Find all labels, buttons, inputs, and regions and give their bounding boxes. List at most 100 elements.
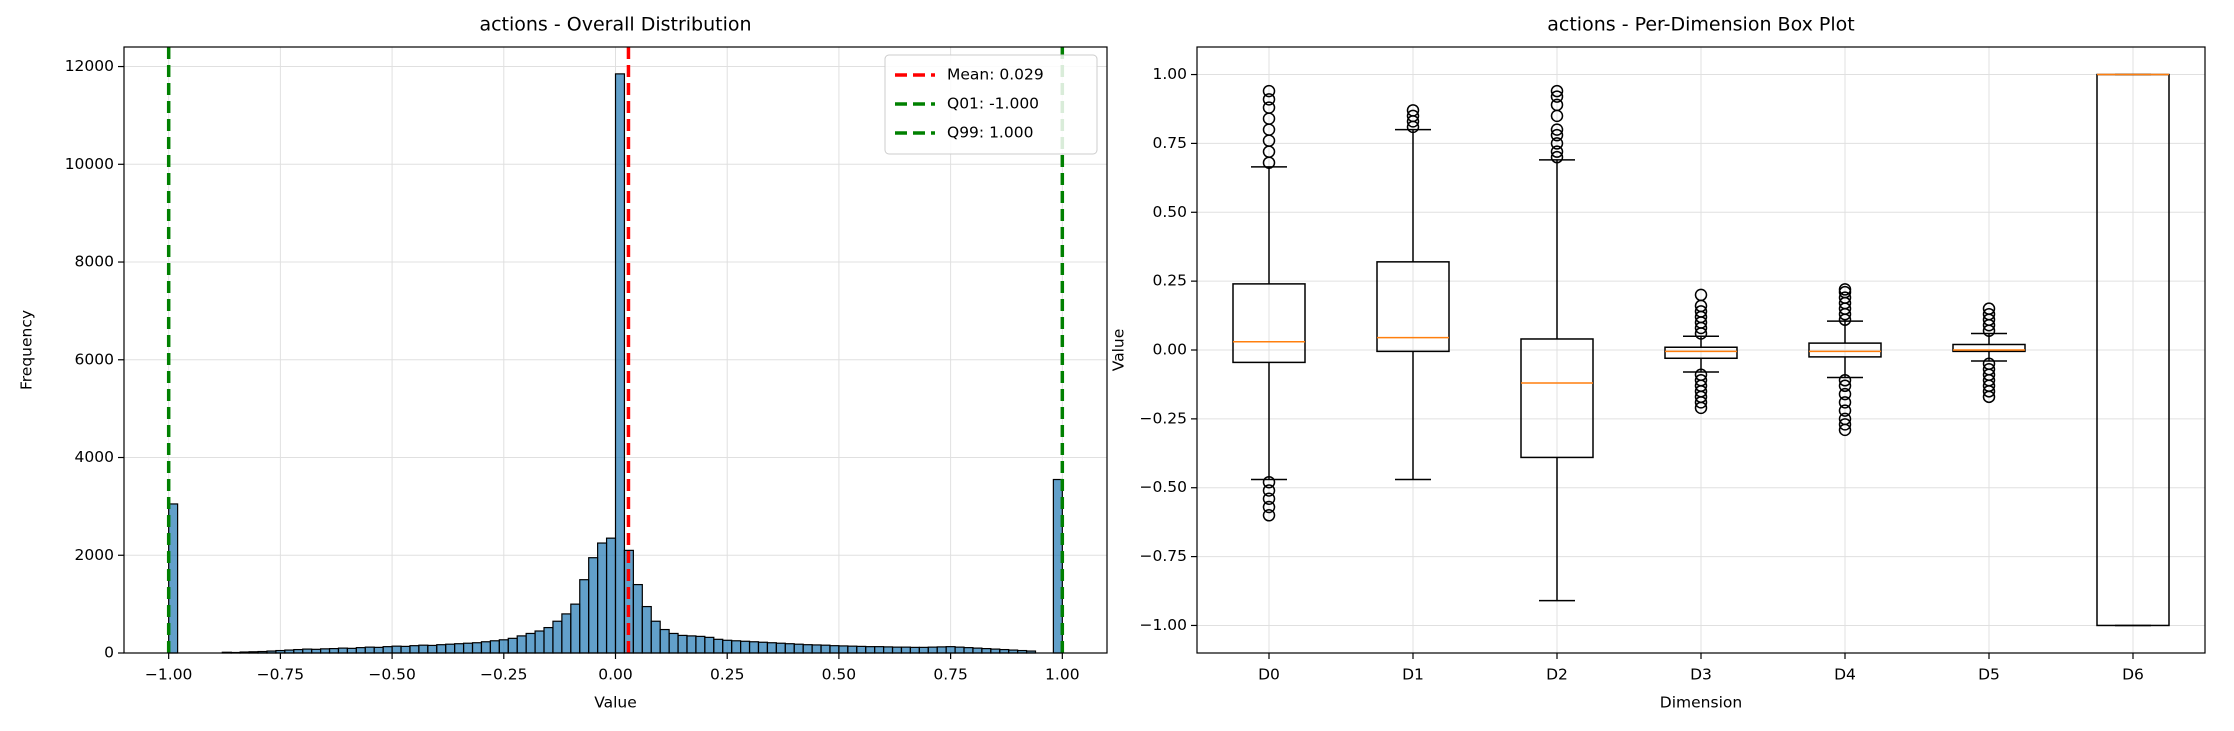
flier bbox=[1550, 128, 1564, 142]
histogram-bar bbox=[936, 646, 947, 654]
y-tick-label: 4000 bbox=[75, 448, 114, 466]
y-tick-label: 8000 bbox=[75, 253, 114, 271]
legend-label: Mean: 0.029 bbox=[947, 66, 1044, 84]
legend-label: Q99: 1.000 bbox=[947, 124, 1033, 142]
histogram-bar bbox=[355, 647, 366, 654]
histogram-bar bbox=[570, 603, 581, 654]
x-tick-label: −0.25 bbox=[480, 666, 528, 684]
x-tick-label: D2 bbox=[1546, 666, 1568, 684]
x-tick-label: D6 bbox=[2122, 666, 2144, 684]
histogram-bar bbox=[972, 647, 983, 654]
y-tick-label: −0.50 bbox=[1140, 478, 1188, 496]
x-tick-label: −0.50 bbox=[368, 666, 416, 684]
histogram-bar bbox=[516, 635, 527, 654]
flier bbox=[1982, 302, 1996, 315]
y-tick-label: 0.00 bbox=[1152, 341, 1187, 359]
flier bbox=[1550, 137, 1564, 150]
histogram-bar bbox=[328, 648, 340, 654]
histogram-bar bbox=[605, 537, 617, 654]
histogram-bar bbox=[722, 639, 733, 654]
box bbox=[1664, 346, 1738, 360]
flier bbox=[1262, 484, 1276, 497]
x-tick-label: 0.00 bbox=[598, 666, 633, 684]
x-tick-label: 0.25 bbox=[710, 666, 745, 684]
flier bbox=[1262, 93, 1276, 106]
histogram-bar bbox=[829, 645, 840, 654]
histogram-bar bbox=[418, 644, 429, 654]
flier bbox=[1694, 305, 1708, 318]
histogram-bar bbox=[784, 643, 795, 654]
histogram-bar bbox=[641, 605, 652, 654]
histogram-bar bbox=[882, 646, 894, 654]
x-tick-label: −1.00 bbox=[145, 666, 193, 684]
histogram-bar bbox=[489, 640, 500, 654]
x-axis-label: Value bbox=[594, 694, 637, 712]
flier bbox=[1838, 374, 1852, 387]
histogram-bar bbox=[579, 579, 590, 654]
histogram-bar bbox=[981, 648, 992, 654]
histogram-bar bbox=[766, 642, 777, 654]
histogram-bar bbox=[498, 639, 509, 654]
histogram-bar bbox=[874, 646, 885, 654]
x-tick-label: 0.50 bbox=[822, 666, 857, 684]
x-tick-label: 0.75 bbox=[933, 666, 968, 684]
box bbox=[1520, 338, 1594, 459]
x-tick-label: D4 bbox=[1834, 666, 1856, 684]
y-tick-label: 2000 bbox=[75, 546, 114, 564]
flier bbox=[1982, 390, 1996, 404]
histogram-bar bbox=[909, 646, 920, 654]
histogram-bar bbox=[346, 647, 357, 654]
histogram-bar bbox=[400, 645, 411, 654]
y-tick-label: 0.25 bbox=[1152, 272, 1187, 290]
legend-box bbox=[884, 54, 1098, 155]
y-tick-label: −0.75 bbox=[1140, 547, 1188, 565]
histogram-bar bbox=[740, 640, 751, 654]
histogram-bar bbox=[543, 626, 554, 654]
x-tick-label: D0 bbox=[1258, 666, 1280, 684]
flier bbox=[1550, 145, 1564, 158]
histogram-bar bbox=[704, 636, 715, 654]
histogram-bar bbox=[802, 644, 813, 654]
y-tick-label: 6000 bbox=[75, 350, 114, 368]
histogram-bar bbox=[382, 646, 393, 654]
flier bbox=[1838, 404, 1852, 417]
flier bbox=[1838, 396, 1852, 409]
x-tick-label: D3 bbox=[1690, 666, 1712, 684]
flier bbox=[1550, 150, 1564, 164]
histogram-bar bbox=[552, 620, 563, 654]
histogram-bar bbox=[757, 641, 769, 654]
box bbox=[1232, 283, 1306, 364]
histogram-bar bbox=[838, 645, 849, 654]
x-tick-label: 1.00 bbox=[1045, 666, 1080, 684]
flier bbox=[1406, 109, 1420, 123]
histogram-bar bbox=[668, 632, 679, 654]
histogram-bar bbox=[623, 549, 634, 654]
y-tick-label: 10000 bbox=[65, 155, 114, 173]
histogram-bar bbox=[677, 634, 688, 654]
box bbox=[1808, 342, 1882, 358]
histogram-bar bbox=[391, 645, 402, 654]
x-tick-label: D5 bbox=[1978, 666, 2000, 684]
histogram-bar bbox=[436, 644, 447, 654]
histogram-bar bbox=[963, 647, 974, 654]
axes-frame bbox=[123, 46, 1108, 654]
chart-title: actions - Per-Dimension Box Plot bbox=[1547, 14, 1854, 36]
histogram-bar bbox=[900, 646, 911, 654]
histogram-bar bbox=[659, 628, 670, 654]
flier bbox=[1982, 385, 1996, 398]
histogram-bar bbox=[462, 642, 474, 654]
flier bbox=[1550, 84, 1564, 98]
histogram-bar bbox=[445, 643, 456, 654]
histogram-bar bbox=[891, 646, 903, 654]
histogram-bar bbox=[945, 646, 956, 654]
flier bbox=[1406, 104, 1420, 117]
y-axis-label: Value bbox=[1110, 329, 1128, 372]
y-tick-label: 0.75 bbox=[1152, 134, 1187, 152]
box bbox=[1376, 261, 1450, 353]
flier bbox=[1838, 379, 1852, 393]
flier bbox=[1550, 123, 1564, 136]
flier bbox=[1262, 475, 1276, 489]
histogram-bar bbox=[793, 643, 804, 654]
flier bbox=[1694, 396, 1708, 409]
